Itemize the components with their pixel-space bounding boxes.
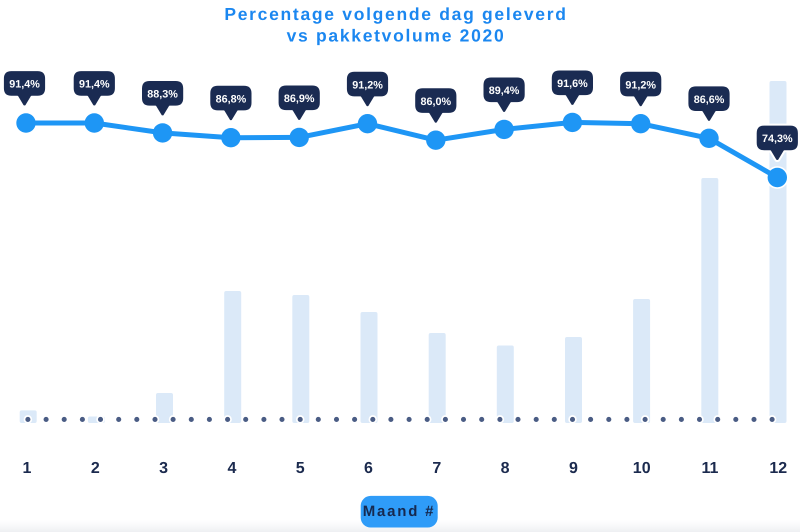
svg-text:91,4%: 91,4% — [79, 79, 110, 91]
svg-text:86,0%: 86,0% — [420, 96, 451, 108]
svg-text:89,4%: 89,4% — [489, 85, 520, 97]
svg-text:91,2%: 91,2% — [625, 79, 656, 91]
svg-text:5: 5 — [296, 460, 305, 477]
svg-text:10: 10 — [633, 460, 651, 477]
svg-text:Percentage volgende dag geleve: Percentage volgende dag geleverd — [224, 4, 567, 24]
svg-text:11: 11 — [702, 460, 719, 477]
svg-text:7: 7 — [432, 460, 441, 477]
svg-text:86,9%: 86,9% — [284, 93, 315, 105]
svg-text:8: 8 — [501, 460, 510, 477]
svg-text:2: 2 — [91, 460, 100, 477]
svg-text:91,4%: 91,4% — [9, 79, 40, 91]
svg-text:74,3%: 74,3% — [762, 133, 793, 145]
svg-text:1: 1 — [23, 460, 32, 477]
svg-text:9: 9 — [569, 460, 578, 477]
svg-text:91,2%: 91,2% — [352, 79, 383, 91]
svg-text:vs pakketvolume 2020: vs pakketvolume 2020 — [287, 26, 506, 46]
svg-text:86,8%: 86,8% — [216, 93, 247, 105]
svg-text:88,3%: 88,3% — [147, 89, 178, 101]
svg-text:12: 12 — [769, 460, 787, 477]
svg-text:6: 6 — [364, 460, 373, 477]
svg-text:Maand #: Maand # — [363, 503, 436, 520]
svg-text:86,6%: 86,6% — [694, 94, 725, 106]
svg-text:3: 3 — [159, 460, 168, 477]
svg-text:4: 4 — [227, 460, 236, 477]
svg-text:91,6%: 91,6% — [557, 78, 588, 90]
